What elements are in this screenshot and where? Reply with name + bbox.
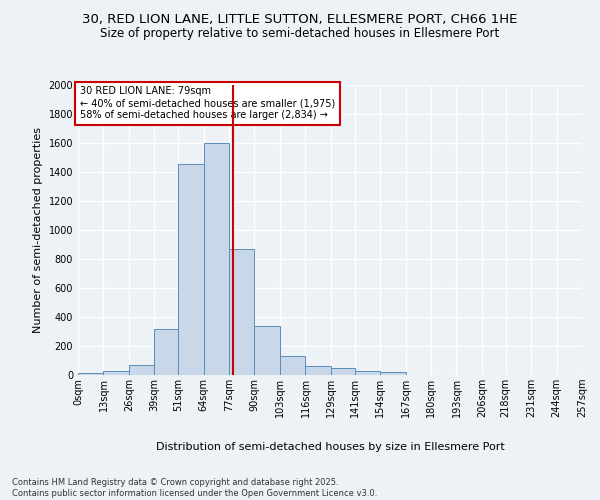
Text: 30, RED LION LANE, LITTLE SUTTON, ELLESMERE PORT, CH66 1HE: 30, RED LION LANE, LITTLE SUTTON, ELLESM… xyxy=(82,12,518,26)
Bar xyxy=(280,356,305,375)
Bar xyxy=(380,372,406,375)
Bar xyxy=(154,328,178,375)
Bar xyxy=(305,366,331,375)
Bar xyxy=(203,143,229,375)
Text: Contains HM Land Registry data © Crown copyright and database right 2025.
Contai: Contains HM Land Registry data © Crown c… xyxy=(12,478,377,498)
Text: Size of property relative to semi-detached houses in Ellesmere Port: Size of property relative to semi-detach… xyxy=(100,28,500,40)
Bar xyxy=(129,365,154,375)
Bar xyxy=(103,370,129,375)
Bar xyxy=(229,249,254,375)
Y-axis label: Number of semi-detached properties: Number of semi-detached properties xyxy=(33,127,43,333)
Text: Distribution of semi-detached houses by size in Ellesmere Port: Distribution of semi-detached houses by … xyxy=(155,442,505,452)
Bar xyxy=(254,326,280,375)
Bar xyxy=(78,373,103,375)
Text: 30 RED LION LANE: 79sqm
← 40% of semi-detached houses are smaller (1,975)
58% of: 30 RED LION LANE: 79sqm ← 40% of semi-de… xyxy=(80,86,335,120)
Bar xyxy=(331,368,355,375)
Bar xyxy=(355,370,380,375)
Bar xyxy=(178,164,203,375)
